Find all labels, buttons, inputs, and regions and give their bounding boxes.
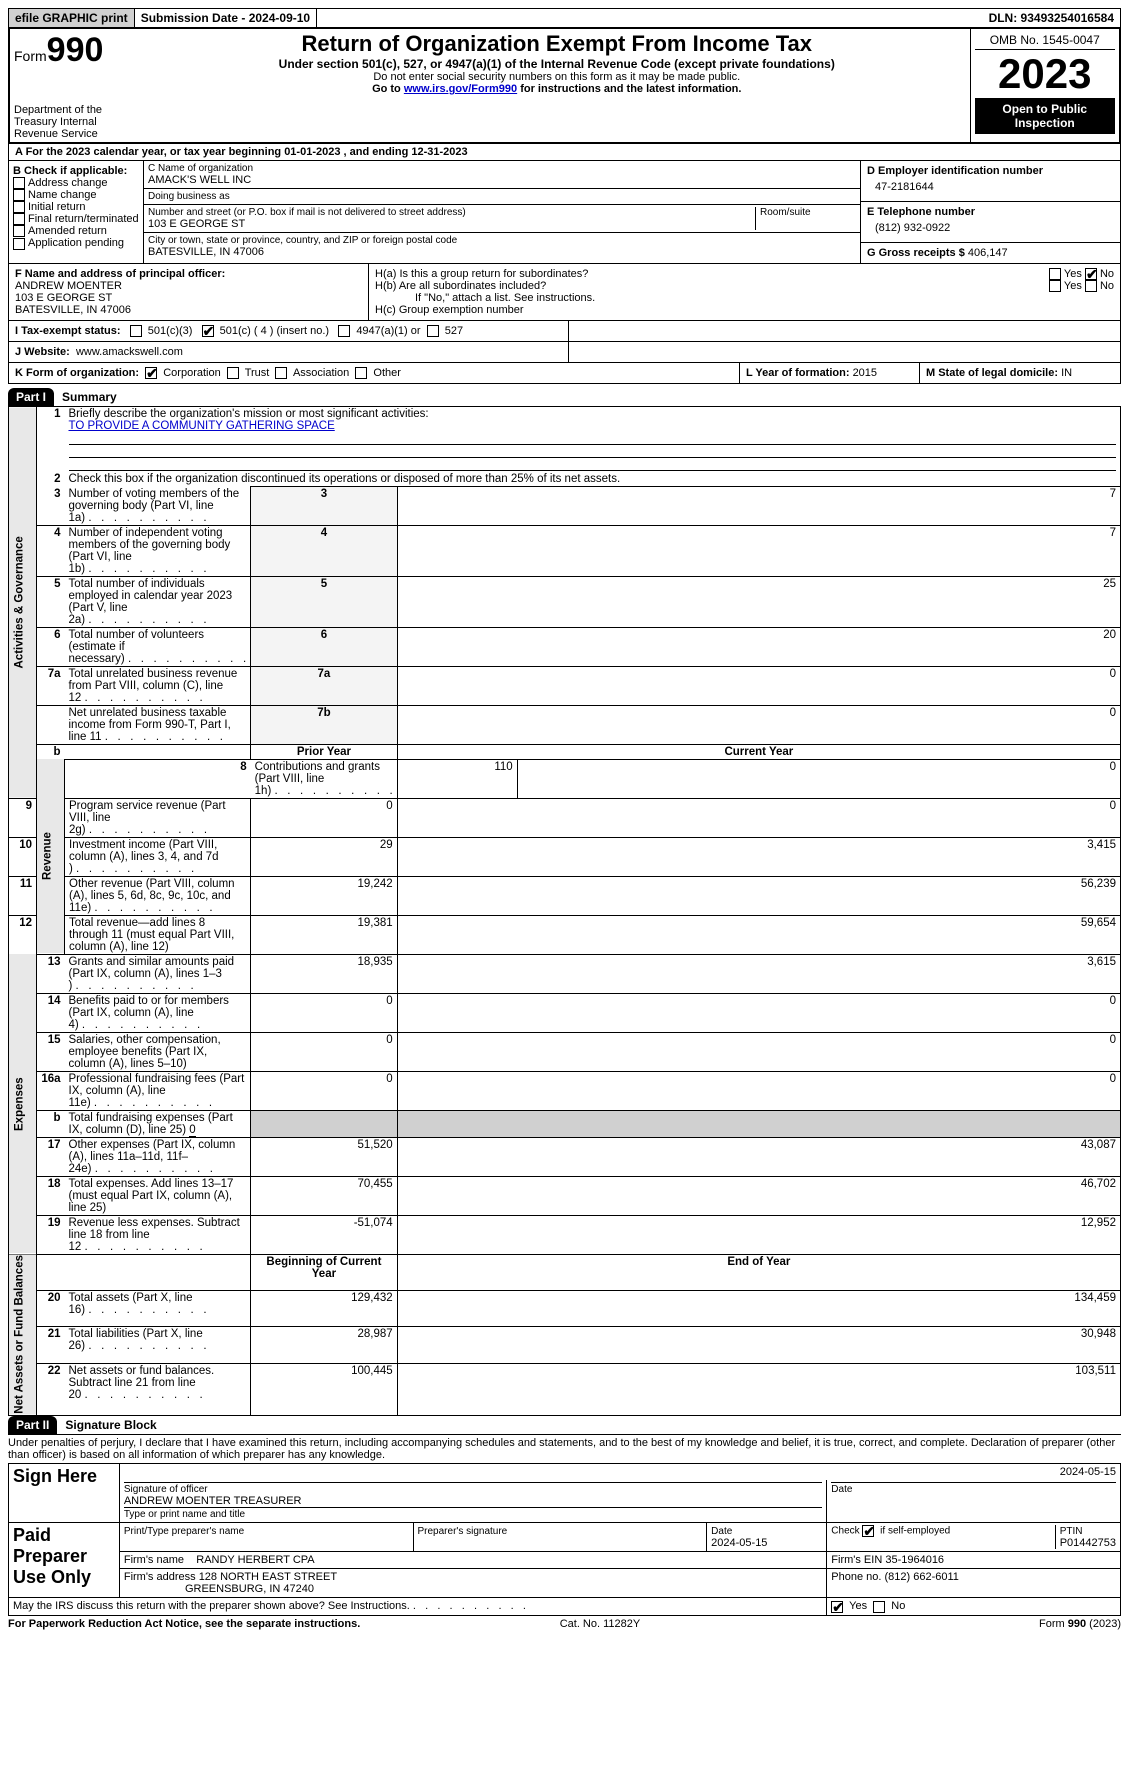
form-subtitle: Under section 501(c), 527, or 4947(a)(1)… — [148, 57, 966, 71]
sign-here-label: Sign Here — [9, 1464, 120, 1523]
chk-initial-return[interactable] — [13, 201, 25, 213]
chk-trust[interactable] — [227, 367, 239, 379]
signature-block: Sign Here 2024-05-15 Signature of office… — [8, 1463, 1121, 1615]
firm-name: RANDY HERBERT CPA — [196, 1554, 314, 1566]
chk-other[interactable] — [355, 367, 367, 379]
paid-preparer-label: Paid Preparer Use Only — [9, 1523, 120, 1598]
chk-corp[interactable] — [145, 367, 157, 379]
year-formation: 2015 — [853, 367, 877, 379]
chk-app-pending[interactable] — [13, 238, 25, 250]
form-header: Form990 Department of the Treasury Inter… — [8, 28, 1121, 144]
ptin: P01442753 — [1060, 1537, 1116, 1549]
form-number: Form990 — [14, 31, 140, 70]
part2-header: Part II Signature Block — [8, 1416, 1121, 1434]
v3: 7 — [397, 487, 1120, 526]
chk-amended[interactable] — [13, 225, 25, 237]
chk-discuss-yes[interactable] — [831, 1601, 843, 1613]
chk-self-employed[interactable] — [862, 1525, 874, 1537]
chk-assoc[interactable] — [275, 367, 287, 379]
section-revenue: Revenue — [37, 759, 65, 954]
gross-receipts: 406,147 — [968, 247, 1008, 259]
v7b: 0 — [397, 705, 1120, 744]
chk-527[interactable] — [427, 325, 439, 337]
firm-phone: (812) 662-6011 — [885, 1571, 959, 1583]
box-h: H(a) Is this a group return for subordin… — [369, 264, 1120, 320]
v5: 25 — [397, 576, 1120, 627]
telephone: (812) 932-0922 — [867, 218, 1114, 238]
submission-date: Submission Date - 2024-09-10 — [135, 9, 317, 27]
ein: 47-2181644 — [867, 177, 1114, 197]
tax-year: 2023 — [975, 50, 1116, 98]
page-footer: For Paperwork Reduction Act Notice, see … — [8, 1616, 1121, 1630]
chk-hb-yes[interactable] — [1049, 280, 1061, 292]
mission: TO PROVIDE A COMMUNITY GATHERING SPACE — [69, 420, 335, 432]
chk-name-change[interactable] — [13, 189, 25, 201]
chk-ha-yes[interactable] — [1049, 268, 1061, 280]
officer-signature: ANDREW MOENTER TREASURER — [124, 1495, 822, 1507]
omb-number: OMB No. 1545-0047 — [975, 31, 1116, 50]
org-city: BATESVILLE, IN 47006 — [148, 246, 856, 258]
form-title: Return of Organization Exempt From Incom… — [148, 31, 966, 57]
top-bar: efile GRAPHIC print Submission Date - 20… — [8, 8, 1121, 28]
chk-discuss-no[interactable] — [873, 1601, 885, 1613]
box-deg: D Employer identification number 47-2181… — [860, 161, 1120, 263]
officer-name: ANDREW MOENTER — [15, 280, 362, 292]
section-governance: Activities & Governance — [9, 407, 37, 799]
v6: 20 — [397, 627, 1120, 666]
box-f: F Name and address of principal officer:… — [9, 264, 369, 320]
dept-treasury: Department of the Treasury Internal Reve… — [14, 104, 140, 140]
irs-link[interactable]: www.irs.gov/Form990 — [404, 83, 517, 95]
v4: 7 — [397, 525, 1120, 576]
box-c: C Name of organization AMACK'S WELL INC … — [144, 161, 860, 263]
org-name: AMACK'S WELL INC — [148, 174, 856, 186]
chk-4947[interactable] — [338, 325, 350, 337]
org-street: 103 E GEORGE ST — [148, 218, 751, 230]
v7a: 0 — [397, 666, 1120, 705]
dln: DLN: 93493254016584 — [983, 9, 1120, 27]
part1-header: Part I Summary — [8, 388, 1121, 406]
discuss-question: May the IRS discuss this return with the… — [9, 1598, 827, 1615]
box-b: B Check if applicable: Address change Na… — [9, 161, 144, 263]
state-domicile: IN — [1061, 367, 1072, 379]
ssn-note: Do not enter social security numbers on … — [148, 71, 966, 83]
perjury-statement: Under penalties of perjury, I declare th… — [8, 1434, 1121, 1463]
efile-print-button[interactable]: efile GRAPHIC print — [9, 9, 135, 27]
section-fh: F Name and address of principal officer:… — [8, 264, 1121, 321]
section-bcdeg: B Check if applicable: Address change Na… — [8, 161, 1121, 264]
chk-hb-no[interactable] — [1085, 280, 1097, 292]
firm-ein: 35-1964016 — [885, 1554, 944, 1566]
summary-table: Activities & Governance 1 Briefly descri… — [8, 406, 1121, 1416]
row-i: I Tax-exempt status: 501(c)(3) 501(c) ( … — [8, 321, 1121, 342]
chk-501c3[interactable] — [130, 325, 142, 337]
website: www.amackswell.com — [76, 346, 183, 358]
section-expenses: Expenses — [9, 954, 37, 1254]
section-netassets: Net Assets or Fund Balances — [9, 1254, 37, 1416]
chk-501c[interactable] — [202, 325, 214, 337]
chk-ha-no[interactable] — [1085, 268, 1097, 280]
row-j: J Website: www.amackswell.com — [8, 342, 1121, 363]
chk-address-change[interactable] — [13, 177, 25, 189]
goto-instr: Go to www.irs.gov/Form990 for instructio… — [148, 83, 966, 95]
open-inspection: Open to Public Inspection — [975, 98, 1116, 134]
row-a-tax-year: A For the 2023 calendar year, or tax yea… — [8, 144, 1121, 161]
firm-address: 128 NORTH EAST STREET — [199, 1571, 337, 1583]
row-klm: K Form of organization: Corporation Trus… — [8, 363, 1121, 384]
chk-final-return[interactable] — [13, 213, 25, 225]
